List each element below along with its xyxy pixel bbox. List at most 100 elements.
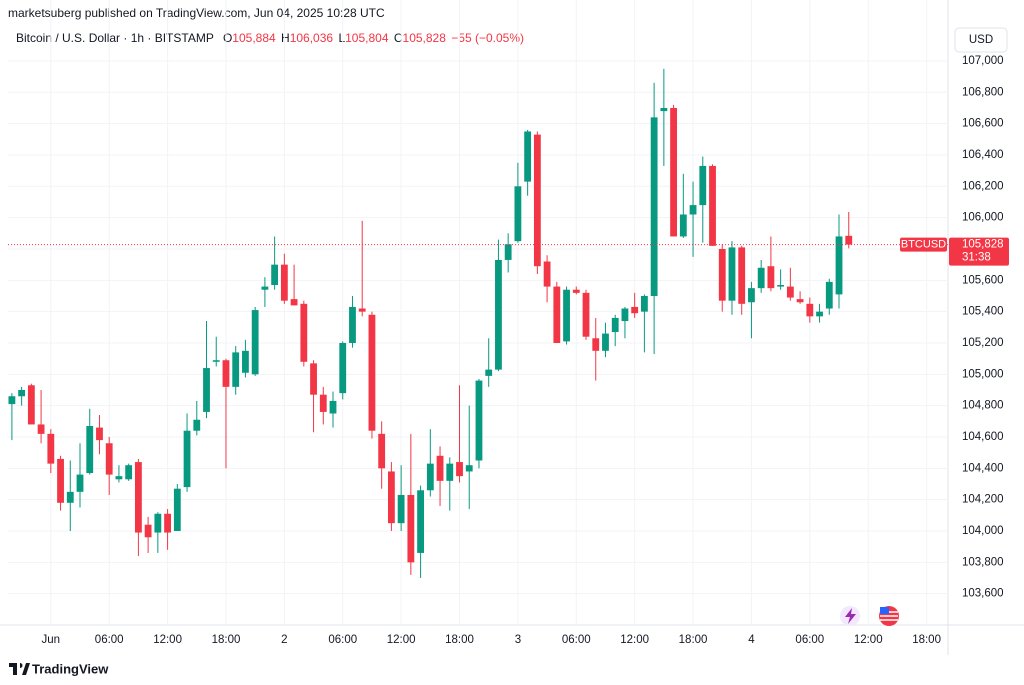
ohlc-label: O [223,31,232,45]
candle-body [310,363,317,395]
candle-body [709,165,716,246]
candle-body [86,426,94,474]
candle-body [387,471,395,524]
candle-body [134,462,142,533]
y-tick-label: 106,800 [962,86,1004,98]
candle-body [611,317,619,333]
y-tick-label: 107,000 [962,55,1004,67]
lightning-glyph [845,608,856,624]
y-tick-label: 104,800 [962,400,1004,412]
candle-body [66,491,74,503]
x-tick-label: 12:00 [153,634,182,646]
candle-body [271,264,279,286]
candle-body [699,165,707,206]
candle-body [144,524,152,538]
candle-body [8,396,16,405]
currency-button[interactable] [954,27,1008,53]
candle-body [660,107,668,112]
y-tick-label: 106,600 [962,118,1004,130]
candle-body [475,380,483,461]
x-tick-label: 12:00 [620,634,649,646]
candle-body [125,465,133,480]
candle-body [154,513,162,533]
x-tick-label: 3 [515,634,521,646]
candle-body [738,247,746,304]
candle-body [786,286,794,298]
x-tick-label: 06:00 [795,634,824,646]
y-tick-label: 104,400 [962,462,1004,474]
candle-body [280,264,288,301]
candle-body [290,299,298,306]
candle-body [57,458,64,503]
candle-body [173,488,181,531]
y-tick-label: 104,000 [962,525,1004,537]
candle-body [796,299,804,303]
candle-body [319,394,327,412]
candle-body [368,314,376,431]
x-tick-label: 06:00 [562,634,591,646]
candle-body [426,463,434,491]
candle-body [748,288,755,303]
symbol: Bitcoin / U.S. Dollar · 1h · BITSTAMP [16,31,214,45]
x-tick-label: 18:00 [679,634,708,646]
candle-body [339,342,347,394]
candle-body [212,360,220,362]
candle-body [329,400,337,414]
candle-body [96,427,103,441]
ohlc-label: L [338,31,345,45]
currency[interactable]: USD [969,34,993,46]
candle-body [670,107,677,237]
candle-body [582,292,590,337]
x-tick-label: Jun [42,634,61,646]
ohlc-label: C [394,31,403,45]
y-tick-label: 106,200 [962,180,1004,192]
candle-body [397,494,405,524]
candle-body [543,261,551,287]
candle-body [504,244,512,260]
x-tick-label: 2 [281,634,287,646]
candle-body [407,494,415,563]
y-tick-label: 104,200 [962,494,1004,506]
candle-body [193,419,201,431]
x-tick-label: 4 [748,634,755,646]
price-tag-value: 105,828 [962,239,1004,251]
price-tag-countdown: 31:38 [962,252,991,264]
candle-body [689,205,697,215]
candle-body [806,303,814,317]
candle-body [261,286,269,290]
candle-body [621,308,629,322]
candle-body [446,463,454,481]
y-tick-label: 105,000 [962,368,1004,380]
candle-body [524,131,532,182]
x-tick-label: 06:00 [95,634,124,646]
candle-body [105,443,113,475]
axes: 103,600 103,800 104,000 104,200 104,400 104,6… [42,55,1009,646]
y-tick-label: 104,600 [962,431,1004,443]
candle-body [592,338,600,351]
candle-body [37,424,45,434]
y-tick-label: 106,000 [962,212,1004,224]
x-tick-label: 12:00 [387,634,416,646]
candle-body [203,368,210,412]
candle-body [816,311,823,317]
candle-body [115,476,123,480]
x-tick-label: 18:00 [212,634,241,646]
y-tick-label: 105,600 [962,274,1004,286]
candle-body [76,474,84,492]
candle-body [835,236,843,295]
publisher-line: marketsuberg published on TradingView.co… [8,6,385,20]
x-tick-label: 18:00 [912,634,941,646]
candle-body [456,462,463,477]
y-tick-label: 103,800 [962,556,1004,568]
candle-body [47,433,55,464]
candle-body [417,490,424,553]
candle-body [572,289,580,293]
candle-body [436,455,444,481]
symbol-tag-label: BTCUSD [901,238,946,250]
legend-line: Bitcoin / U.S. Dollar · 1h · BITSTAMP O1… [16,31,524,45]
candle-body [18,389,26,397]
candle-body [679,214,687,237]
candle-body [222,360,230,387]
candle-body [640,295,648,312]
